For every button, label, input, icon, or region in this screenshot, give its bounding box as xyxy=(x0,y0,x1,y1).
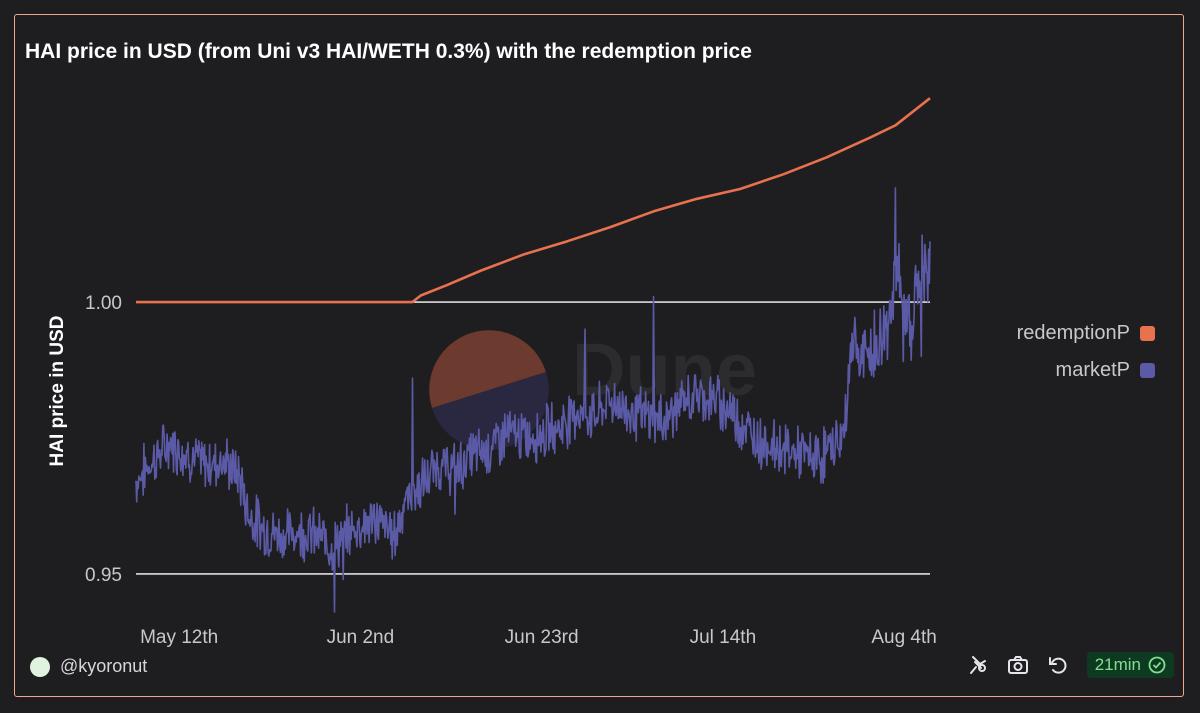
refresh-icon[interactable] xyxy=(1047,654,1069,676)
legend-item-marketP[interactable]: marketP xyxy=(1056,359,1155,382)
legend: redemptionP marketP xyxy=(990,322,1155,382)
camera-icon[interactable] xyxy=(1007,654,1029,676)
author-handle: @kyoronut xyxy=(60,656,148,676)
legend-label: redemptionP xyxy=(1016,322,1130,344)
refresh-age-badge[interactable]: 21min xyxy=(1086,652,1174,678)
series-line-marketP xyxy=(135,187,931,613)
y-tick-label: 0.95 xyxy=(85,565,122,586)
refresh-age: 21min xyxy=(1094,655,1141,674)
x-tick-label: Aug 4th xyxy=(871,627,937,648)
legend-swatch xyxy=(1140,363,1155,378)
legend-swatch xyxy=(1140,326,1155,341)
y-tick-label: 1.00 xyxy=(85,293,122,314)
legend-label: marketP xyxy=(1055,359,1130,381)
check-badge-icon xyxy=(1148,656,1166,674)
footer-actions: 21min xyxy=(967,652,1174,678)
legend-item-redemptionP[interactable]: redemptionP xyxy=(1017,322,1155,345)
chart-panel xyxy=(14,14,1184,697)
series-line-redemptionP xyxy=(136,97,931,304)
watermark-text: Dune xyxy=(572,328,757,411)
x-tick-label: Jul 14th xyxy=(690,627,757,648)
y-axis-label: HAI price in USD xyxy=(47,316,68,467)
avatar xyxy=(30,656,50,677)
chart-title: HAI price in USD (from Uni v3 HAI/WETH 0… xyxy=(25,40,752,63)
x-tick-label: May 12th xyxy=(140,627,218,648)
x-tick-label: Jun 23rd xyxy=(505,627,579,648)
x-tick-label: Jun 2nd xyxy=(327,627,395,648)
fork-icon[interactable] xyxy=(967,654,989,676)
author[interactable]: @kyoronut xyxy=(30,656,147,677)
